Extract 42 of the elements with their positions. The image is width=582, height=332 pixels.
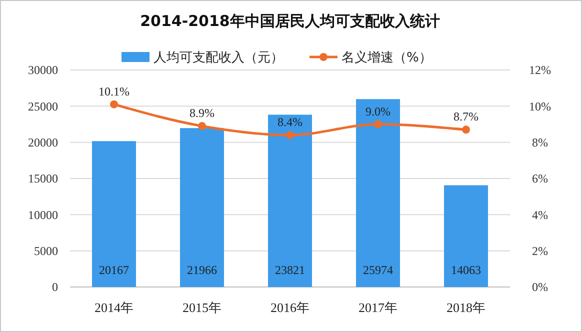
y-tick-label: 5000 bbox=[34, 244, 58, 258]
x-tick-label: 2014年 bbox=[94, 300, 134, 315]
x-tick-label: 2015年 bbox=[182, 300, 222, 315]
data-label: 9.0% bbox=[366, 104, 390, 118]
data-label: 8.9% bbox=[190, 106, 214, 120]
data-label: 23821 bbox=[275, 263, 305, 277]
bar bbox=[356, 99, 400, 287]
x-tick-label: 2016年 bbox=[270, 300, 310, 315]
y2-tick-label: 2% bbox=[532, 244, 548, 258]
point bbox=[374, 120, 382, 128]
y2-tick-label: 4% bbox=[532, 208, 548, 222]
y2-tick-label: 0% bbox=[532, 280, 548, 294]
y-tick-label: 10000 bbox=[28, 208, 58, 222]
legend-label: 名义增速（%） bbox=[342, 50, 432, 66]
data-label: 8.7% bbox=[454, 110, 478, 124]
data-label: 20167 bbox=[99, 263, 129, 277]
y2-tick-label: 8% bbox=[532, 136, 548, 150]
point bbox=[110, 100, 118, 108]
bar bbox=[268, 114, 312, 287]
data-label: 10.1% bbox=[98, 84, 130, 98]
y2-tick-label: 6% bbox=[532, 172, 548, 186]
chart-title: 2014-2018年中国居民人均可支配收入统计 bbox=[140, 12, 440, 30]
point bbox=[198, 122, 206, 130]
x-tick-label: 2017年 bbox=[358, 300, 398, 315]
y-tick-label: 0 bbox=[52, 280, 58, 294]
bar bbox=[180, 128, 224, 287]
data-label: 21966 bbox=[187, 263, 217, 277]
bar bbox=[92, 141, 136, 287]
y-tick-label: 15000 bbox=[28, 172, 58, 186]
x-tick-label: 2018年 bbox=[446, 300, 486, 315]
legend-label: 人均可支配收入（元） bbox=[154, 50, 284, 66]
y2-tick-label: 12% bbox=[529, 63, 551, 78]
y-tick-label: 20000 bbox=[28, 136, 58, 150]
data-label: 14063 bbox=[451, 263, 481, 277]
bar bbox=[444, 185, 488, 287]
y-tick-label: 30000 bbox=[28, 63, 58, 78]
point bbox=[286, 131, 294, 140]
y2-tick-label: 10% bbox=[529, 99, 551, 114]
point bbox=[462, 126, 470, 134]
data-label: 8.4% bbox=[278, 115, 302, 130]
y-tick-label: 25000 bbox=[28, 99, 58, 114]
data-label: 25974 bbox=[363, 263, 393, 277]
